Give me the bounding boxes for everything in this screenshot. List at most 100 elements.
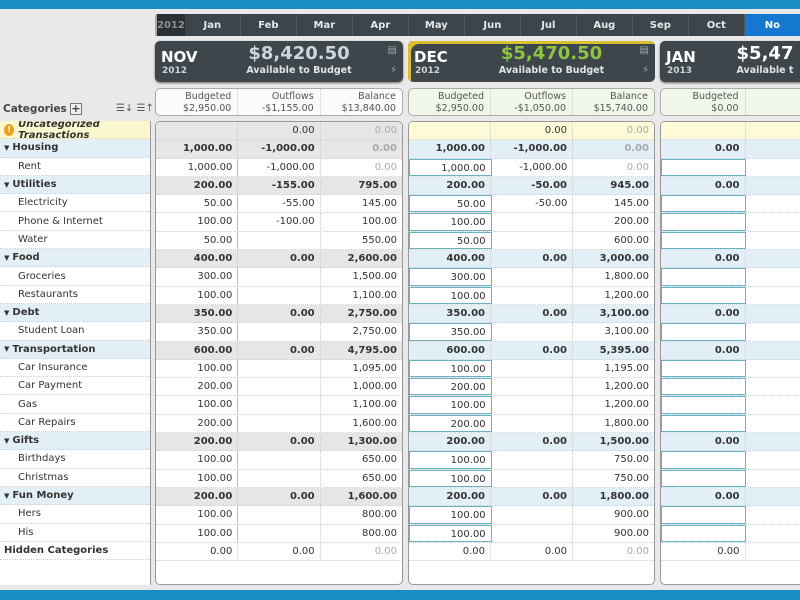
category-row[interactable]: Restaurants (0, 286, 150, 304)
budgeted-cell[interactable]: 0.00 (661, 487, 746, 506)
budgeted-cell[interactable]: 100.00 (409, 213, 492, 231)
budgeted-cell[interactable] (661, 396, 746, 414)
category-row[interactable]: Christmas (0, 469, 150, 487)
category-row[interactable]: Hidden Categories (0, 542, 150, 561)
category-group-row[interactable]: ▼ Food (0, 249, 150, 268)
collapse-triangle-icon[interactable]: ▼ (4, 253, 10, 262)
budgeted-cell[interactable]: 100.00 (409, 524, 492, 542)
budgeted-cell[interactable]: 200.00 (156, 378, 239, 396)
sort-down-icon[interactable]: ☰↓ (116, 103, 134, 114)
budgeted-cell[interactable] (661, 231, 746, 250)
budgeted-cell[interactable]: 100.00 (156, 213, 239, 231)
budgeted-cell[interactable]: 0.00 (661, 176, 746, 195)
budgeted-cell[interactable]: 100.00 (156, 524, 239, 542)
budgeted-cell[interactable]: 100.00 (409, 451, 492, 469)
previous-year-button[interactable] (155, 14, 157, 36)
budgeted-cell[interactable]: 350.00 (409, 323, 492, 341)
category-row[interactable]: Car Payment (0, 377, 150, 396)
category-row[interactable]: Gas (0, 395, 150, 414)
month-tab-jul[interactable]: Jul (520, 14, 577, 36)
budgeted-cell[interactable] (661, 524, 746, 542)
budgeted-cell[interactable]: 100.00 (156, 506, 239, 524)
category-group-row[interactable]: ▼ Fun Money (0, 486, 150, 506)
collapse-triangle-icon[interactable]: ▼ (4, 143, 10, 152)
notes-icon[interactable]: ▤ (639, 45, 649, 56)
category-row[interactable]: His (0, 524, 150, 542)
budgeted-cell[interactable] (661, 451, 746, 469)
month-tab-mar[interactable]: Mar (296, 14, 353, 36)
category-row[interactable]: Car Repairs (0, 414, 150, 433)
flash-icon[interactable]: ⚡ (389, 65, 397, 76)
add-category-button[interactable]: + (69, 102, 82, 115)
category-row[interactable]: Birthdays (0, 450, 150, 469)
category-group-row[interactable]: ▼ Housing (0, 139, 150, 158)
collapse-triangle-icon[interactable]: ▼ (4, 308, 10, 317)
budgeted-cell[interactable]: 200.00 (156, 487, 239, 506)
month-tab-may[interactable]: May (408, 14, 465, 36)
category-row[interactable]: Hers (0, 505, 150, 524)
budgeted-cell[interactable]: 400.00 (156, 250, 239, 268)
notes-icon[interactable]: ▤ (387, 45, 397, 56)
category-row[interactable]: ! Uncategorized Transactions (0, 121, 150, 141)
budgeted-cell[interactable]: 1,000.00 (156, 140, 239, 158)
budgeted-cell[interactable] (661, 378, 746, 396)
collapse-triangle-icon[interactable]: ▼ (4, 436, 10, 445)
collapse-triangle-icon[interactable]: ▼ (4, 345, 10, 354)
budgeted-cell[interactable]: 1,000.00 (409, 140, 491, 158)
budgeted-cell[interactable]: 50.00 (156, 231, 239, 250)
category-row[interactable]: Groceries (0, 267, 150, 286)
category-group-row[interactable]: ▼ Transportation (0, 340, 150, 359)
month-tab-sep[interactable]: Sep (632, 14, 689, 36)
budgeted-cell[interactable]: 300.00 (409, 268, 492, 286)
budgeted-cell[interactable]: 50.00 (409, 195, 492, 213)
budgeted-cell[interactable]: 200.00 (409, 433, 491, 451)
budgeted-cell[interactable] (661, 268, 746, 286)
category-row[interactable]: Rent (0, 158, 150, 176)
budgeted-cell[interactable]: 50.00 (409, 231, 492, 250)
budgeted-cell[interactable] (661, 286, 746, 304)
budgeted-cell[interactable]: 0.00 (661, 542, 746, 561)
budgeted-cell[interactable]: 200.00 (409, 176, 491, 195)
flash-icon[interactable]: ⚡ (641, 65, 649, 76)
category-row[interactable]: Car Insurance (0, 359, 150, 378)
budgeted-cell[interactable]: 400.00 (409, 250, 491, 268)
budgeted-cell[interactable] (661, 359, 746, 378)
budgeted-cell[interactable]: 0.00 (156, 542, 239, 561)
budgeted-cell[interactable]: 200.00 (409, 414, 492, 433)
category-group-row[interactable]: ▼ Debt (0, 303, 150, 323)
budgeted-cell[interactable]: 200.00 (156, 433, 239, 451)
collapse-triangle-icon[interactable]: ▼ (4, 491, 10, 500)
budgeted-cell[interactable]: 0.00 (661, 341, 746, 359)
month-tab-feb[interactable]: Feb (240, 14, 297, 36)
budgeted-cell[interactable] (661, 213, 746, 231)
budgeted-cell[interactable]: 200.00 (409, 487, 491, 506)
budgeted-cell[interactable]: 350.00 (409, 304, 491, 323)
category-row[interactable]: Electricity (0, 194, 150, 213)
month-tab-no[interactable]: No (744, 14, 800, 36)
budgeted-cell[interactable]: 100.00 (156, 396, 239, 414)
collapse-triangle-icon[interactable]: ▼ (4, 180, 10, 189)
budgeted-cell[interactable]: 0.00 (661, 304, 746, 323)
budgeted-cell[interactable]: 200.00 (409, 378, 492, 396)
category-row[interactable]: Water (0, 231, 150, 250)
budgeted-cell[interactable] (661, 323, 746, 341)
budgeted-cell[interactable]: 1,000.00 (156, 158, 239, 176)
category-row[interactable]: Phone & Internet (0, 212, 150, 231)
month-tab-jan[interactable]: Jan (184, 14, 241, 36)
budgeted-cell[interactable]: 100.00 (156, 469, 239, 487)
budgeted-cell[interactable]: 0.00 (661, 250, 746, 268)
budgeted-cell[interactable] (661, 158, 746, 176)
category-group-row[interactable]: ▼ Gifts (0, 432, 150, 451)
month-tab-apr[interactable]: Apr (352, 14, 409, 36)
budgeted-cell[interactable]: 100.00 (156, 359, 239, 378)
budgeted-cell[interactable]: 100.00 (409, 286, 492, 304)
budgeted-cell[interactable]: 200.00 (156, 414, 239, 433)
budgeted-cell[interactable] (409, 122, 491, 140)
budgeted-cell[interactable]: 1,000.00 (409, 158, 492, 176)
budgeted-cell[interactable]: 0.00 (661, 140, 746, 158)
category-row[interactable]: Student Loan (0, 322, 150, 341)
budgeted-cell[interactable]: 100.00 (409, 506, 492, 524)
budgeted-cell[interactable]: 100.00 (156, 451, 239, 469)
budgeted-cell[interactable]: 350.00 (156, 304, 239, 323)
budgeted-cell[interactable]: 100.00 (409, 469, 492, 487)
